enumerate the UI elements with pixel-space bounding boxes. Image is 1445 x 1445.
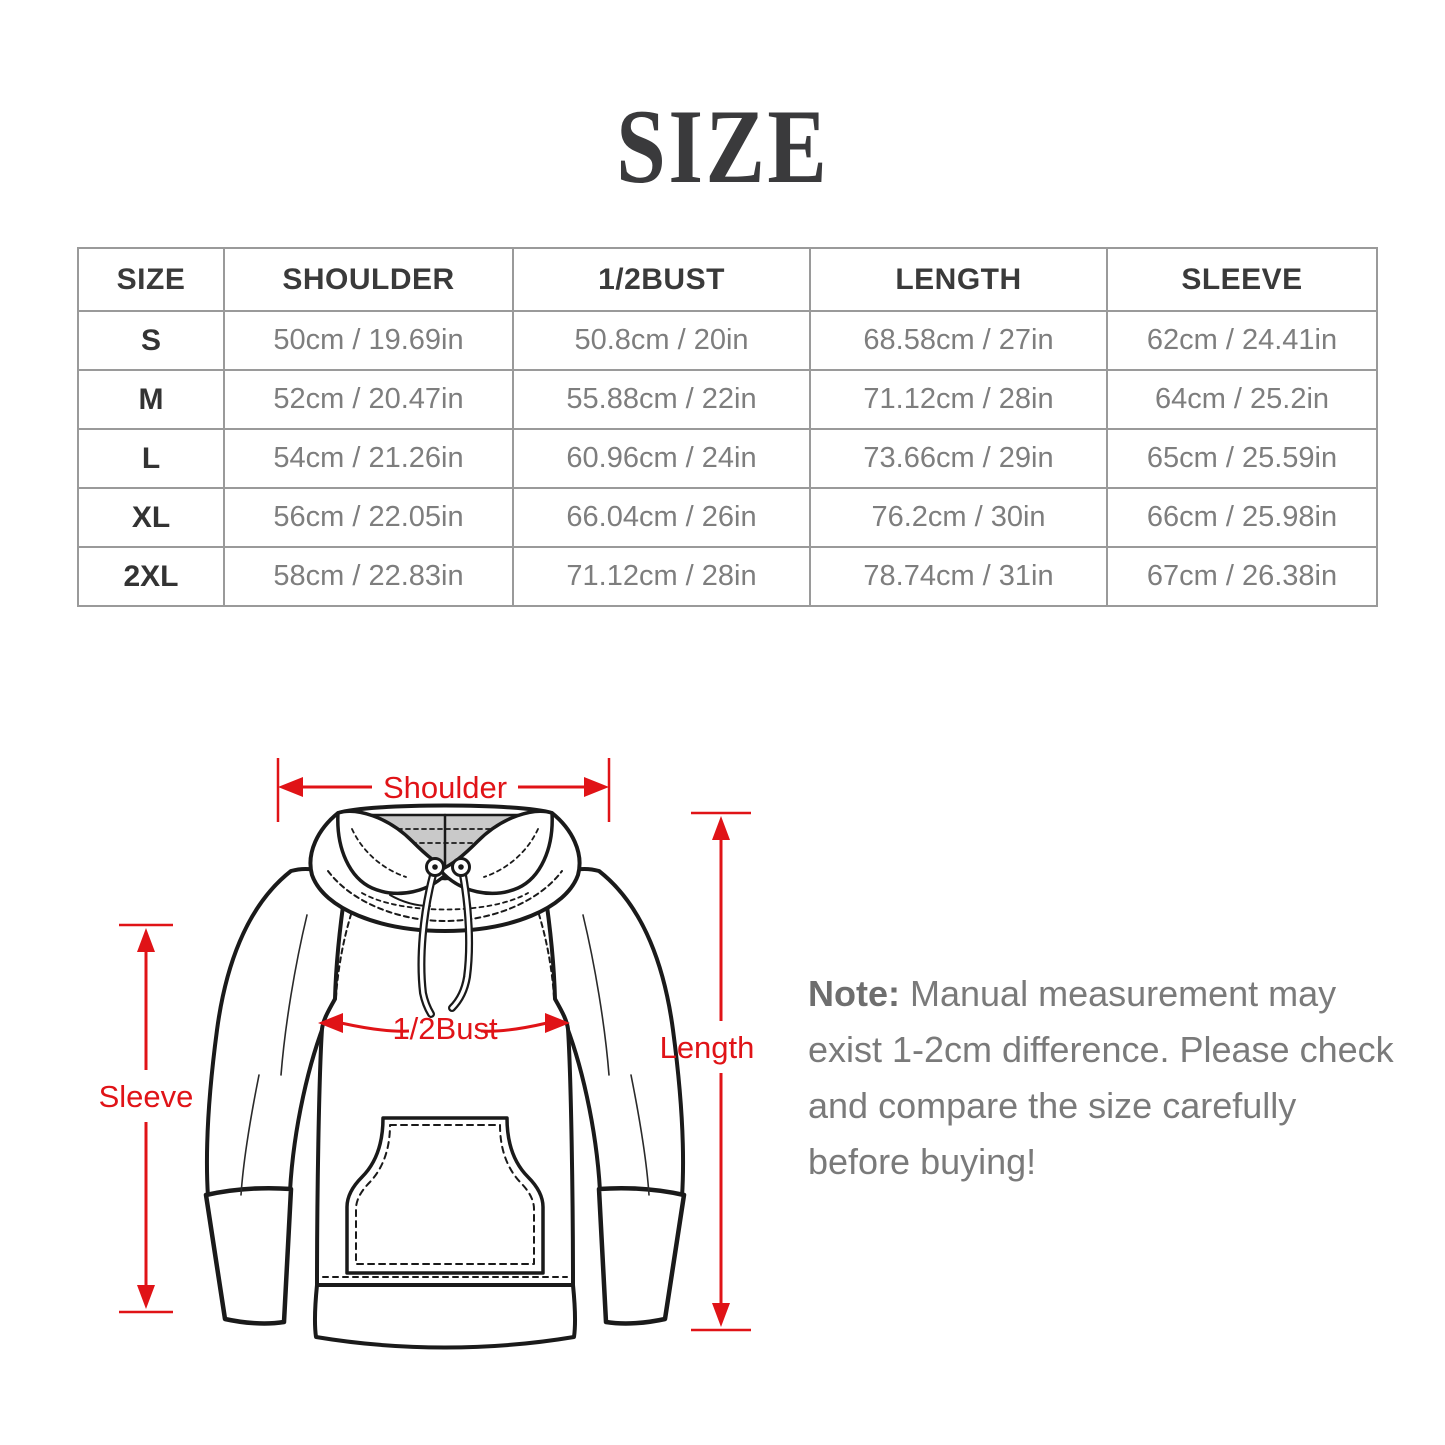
size-cell: S	[77, 310, 225, 371]
right-cuff	[596, 1186, 687, 1326]
table-row-l: L 54cm / 21.26in 60.96cm / 24in 73.66cm …	[77, 428, 1378, 489]
size-cell: XL	[77, 487, 225, 548]
hoodie-diagram-svg: Shoulder 1/2Bust Length	[99, 758, 755, 1350]
hoodie-drawing	[203, 803, 687, 1350]
value-cell: 65cm / 25.59in	[1106, 428, 1378, 489]
value-cell: 62cm / 24.41in	[1106, 310, 1378, 371]
value-cell: 56cm / 22.05in	[223, 487, 514, 548]
value-cell: 64cm / 25.2in	[1106, 369, 1378, 430]
size-cell: 2XL	[77, 546, 225, 607]
value-cell: 60.96cm / 24in	[512, 428, 811, 489]
table-row-2xl: 2XL 58cm / 22.83in 71.12cm / 28in 78.74c…	[77, 546, 1378, 607]
size-cell: M	[77, 369, 225, 430]
value-cell: 58cm / 22.83in	[223, 546, 514, 607]
sleeve-arrow-label: Sleeve	[99, 1079, 194, 1114]
sleeve-arrow: Sleeve	[99, 923, 194, 1314]
note-text: Manual measurement may exist 1-2cm diffe…	[808, 973, 1394, 1182]
hem-band	[312, 1283, 578, 1350]
half-bust-arrow: 1/2Bust	[318, 1011, 570, 1046]
pocket	[345, 1116, 545, 1275]
column-header-shoulder: SHOULDER	[223, 247, 514, 312]
note-label: Note:	[808, 973, 900, 1014]
value-cell: 73.66cm / 29in	[809, 428, 1108, 489]
value-cell: 71.12cm / 28in	[512, 546, 811, 607]
half-bust-arrow-label: 1/2Bust	[392, 1011, 498, 1046]
left-cuff	[203, 1186, 294, 1326]
length-arrow-label: Length	[660, 1030, 755, 1065]
value-cell: 68.58cm / 27in	[809, 310, 1108, 371]
eyelets	[425, 857, 471, 877]
value-cell: 52cm / 20.47in	[223, 369, 514, 430]
measurement-annotations: Shoulder 1/2Bust Length	[99, 758, 755, 1332]
value-cell: 76.2cm / 30in	[809, 487, 1108, 548]
pocket-stitch	[355, 1124, 535, 1265]
value-cell: 66cm / 25.98in	[1106, 487, 1378, 548]
collar-stitch	[327, 870, 563, 922]
table-row-xl: XL 56cm / 22.05in 66.04cm / 26in 76.2cm …	[77, 487, 1378, 548]
table-row-m: M 52cm / 20.47in 55.88cm / 22in 71.12cm …	[77, 369, 1378, 430]
value-cell: 54cm / 21.26in	[223, 428, 514, 489]
size-cell: L	[77, 428, 225, 489]
column-header-sleeve: SLEEVE	[1106, 247, 1378, 312]
shoulder-arrow-label: Shoulder	[383, 770, 507, 805]
value-cell: 55.88cm / 22in	[512, 369, 811, 430]
size-table: SIZE SHOULDER 1/2BUST LENGTH SLEEVE S 50…	[77, 247, 1378, 607]
hoodie-measurement-diagram: Shoulder 1/2Bust Length	[95, 745, 795, 1405]
column-header-size: SIZE	[77, 247, 225, 312]
flap-stitch-left	[351, 828, 407, 878]
column-header-halfbust: 1/2BUST	[512, 247, 811, 312]
drawstrings	[417, 871, 474, 1018]
length-arrow: Length	[660, 811, 755, 1332]
value-cell: 71.12cm / 28in	[809, 369, 1108, 430]
value-cell: 67cm / 26.38in	[1106, 546, 1378, 607]
value-cell: 66.04cm / 26in	[512, 487, 811, 548]
flap-stitch-right	[483, 828, 539, 878]
shoulder-arrow: Shoulder	[276, 758, 611, 822]
table-row-s: S 50cm / 19.69in 50.8cm / 20in 68.58cm /…	[77, 310, 1378, 371]
collar-under-stitch	[361, 892, 529, 911]
measurement-note: Note: Manual measurement may exist 1-2cm…	[808, 966, 1408, 1190]
page-title: SIZE	[0, 94, 1445, 200]
column-header-length: LENGTH	[809, 247, 1108, 312]
value-cell: 78.74cm / 31in	[809, 546, 1108, 607]
value-cell: 50cm / 19.69in	[223, 310, 514, 371]
page-title-text: SIZE	[615, 88, 830, 205]
table-header-row: SIZE SHOULDER 1/2BUST LENGTH SLEEVE	[77, 247, 1378, 312]
value-cell: 50.8cm / 20in	[512, 310, 811, 371]
